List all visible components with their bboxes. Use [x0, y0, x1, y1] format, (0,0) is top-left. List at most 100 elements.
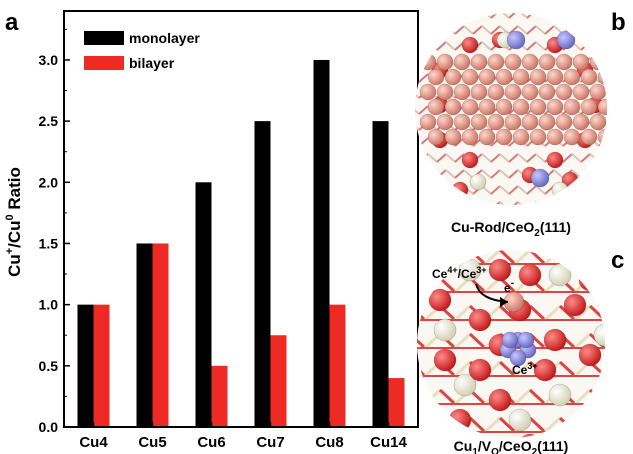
bond	[463, 169, 474, 179]
bond	[573, 332, 592, 350]
copper-atom	[597, 68, 607, 86]
oxygen-atom	[488, 388, 512, 412]
oxygen-atom	[433, 348, 457, 372]
bond	[445, 169, 456, 179]
oxygen-atom	[448, 408, 472, 432]
bond	[589, 13, 600, 19]
copper-atom	[504, 53, 522, 71]
bond	[499, 185, 510, 195]
bar-monolayer-cu6	[195, 182, 212, 427]
bond	[598, 25, 607, 35]
copper-atom	[461, 68, 479, 86]
cerium-atom	[551, 181, 569, 199]
bond	[436, 25, 447, 35]
copper-atom	[589, 53, 607, 71]
oxygen-atom	[546, 151, 564, 169]
bond	[454, 201, 465, 205]
copper-atom	[580, 128, 598, 146]
copper-atom	[572, 113, 590, 131]
bond	[526, 153, 537, 163]
copper-atom	[521, 53, 539, 71]
y-tick-label: 3.0	[39, 52, 59, 68]
bond	[427, 185, 438, 195]
reduced-cerium-atom	[517, 331, 535, 349]
bond	[490, 25, 501, 35]
bond	[445, 153, 456, 163]
panel-label-c: c	[611, 247, 624, 274]
bond	[526, 41, 537, 51]
bond	[445, 201, 456, 205]
bond	[454, 13, 465, 19]
bond	[436, 185, 447, 195]
copper-atom	[427, 98, 445, 116]
bond	[617, 90, 626, 98]
copper-atom	[580, 98, 598, 116]
panel-label-a: a	[5, 9, 19, 36]
copper-atom	[487, 53, 505, 71]
bond	[526, 25, 537, 35]
reduced-cerium-atom	[509, 349, 527, 367]
bond	[454, 25, 465, 35]
bond	[454, 169, 465, 179]
bond	[498, 360, 517, 378]
bond	[589, 41, 600, 51]
oxygen-atom	[533, 358, 557, 382]
copper-atom	[563, 128, 581, 146]
bond	[438, 416, 457, 434]
plot-frame	[63, 10, 419, 428]
copper-atom	[529, 128, 547, 146]
copper-atom	[470, 53, 488, 71]
electron-transfer-arrowhead	[500, 297, 508, 307]
bar-monolayer-cu14	[372, 121, 389, 427]
bond	[617, 170, 626, 178]
oxygen-atom	[578, 343, 602, 367]
bond	[490, 169, 501, 179]
copper-atom	[436, 53, 454, 71]
electron-label: e-	[504, 278, 514, 295]
legend-label-monolayer: monolayer	[129, 30, 200, 46]
bond	[573, 388, 592, 406]
oxygen-atom	[451, 181, 469, 199]
bond	[415, 105, 420, 115]
bond	[571, 13, 582, 19]
oxygen-atom	[563, 293, 587, 317]
ce3-label: Ce3+	[512, 361, 538, 377]
copper-atom	[419, 53, 437, 71]
bond	[445, 13, 456, 19]
bond	[418, 105, 429, 115]
x-axis-categories: Cu4 Cu5 Cu6 Cu7 Cu8 Cu14	[79, 422, 407, 451]
copper-atom	[529, 68, 547, 86]
copper-atom	[478, 68, 496, 86]
structure-c-caption: Cu1/VO/CeO2(111)	[454, 438, 569, 454]
y-tick-label: 0.5	[39, 358, 59, 374]
bond	[617, 154, 626, 162]
bond	[603, 276, 605, 294]
bond	[544, 201, 555, 205]
oxygen-atom	[578, 408, 602, 432]
oxygen-atom	[461, 151, 479, 169]
copper-atom	[589, 83, 607, 101]
bond	[573, 250, 592, 266]
copper-atom	[521, 83, 539, 101]
bond	[499, 201, 510, 205]
copper-atom	[436, 83, 454, 101]
bond	[499, 153, 510, 163]
copper-atom	[538, 83, 556, 101]
bond	[543, 416, 562, 434]
bond	[517, 153, 528, 163]
copper-atom	[521, 113, 539, 131]
bond	[508, 201, 519, 205]
bond	[436, 13, 447, 19]
bond	[603, 332, 605, 350]
bond	[571, 153, 582, 163]
y-axis-title: Cu+/Cu0 Ratio	[4, 167, 24, 277]
copper-atom	[427, 68, 445, 86]
structure-c: Ce4+/Ce3+ e- Ce3+ Cu1/VO/CeO2(111)	[417, 250, 605, 454]
reduced-cerium-atom	[530, 168, 550, 188]
copper-atom	[495, 128, 513, 146]
bond	[517, 185, 528, 195]
bond	[483, 250, 502, 266]
bond	[608, 106, 617, 114]
bond	[608, 90, 617, 98]
